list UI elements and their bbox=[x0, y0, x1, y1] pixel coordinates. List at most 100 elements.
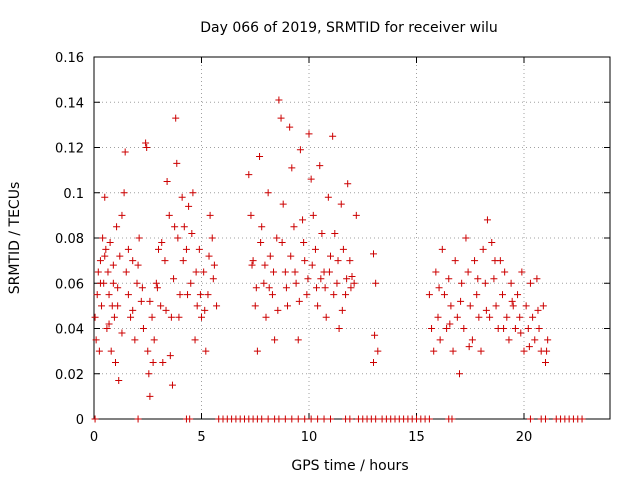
x-axis-label: GPS time / hours bbox=[291, 458, 408, 474]
data-point bbox=[344, 180, 352, 188]
data-point bbox=[175, 313, 183, 321]
data-point bbox=[173, 159, 181, 167]
data-point bbox=[258, 223, 266, 231]
data-point bbox=[192, 268, 200, 276]
data-point bbox=[270, 268, 278, 276]
data-point bbox=[114, 302, 122, 310]
data-point bbox=[499, 291, 506, 299]
data-point bbox=[445, 275, 453, 283]
data-point bbox=[301, 415, 309, 423]
data-point bbox=[327, 252, 334, 260]
data-point bbox=[176, 291, 184, 299]
data-point bbox=[166, 352, 174, 360]
data-point bbox=[436, 336, 444, 344]
data-point bbox=[471, 257, 479, 265]
data-point bbox=[529, 313, 537, 321]
data-point bbox=[320, 415, 328, 423]
data-point bbox=[155, 245, 162, 253]
y-tick-label: 0.14 bbox=[55, 96, 84, 111]
data-point bbox=[189, 189, 197, 197]
data-point bbox=[492, 302, 500, 310]
data-point bbox=[158, 239, 166, 247]
data-point bbox=[191, 336, 199, 344]
axis-ticks: 0 0.02 0.04 0.06 0.08 0.1 0.12 0.14 0.16 0 5 10 15 20 bbox=[55, 51, 610, 445]
data-point bbox=[279, 200, 287, 208]
data-point bbox=[93, 291, 101, 299]
data-point bbox=[535, 325, 543, 332]
data-point bbox=[294, 336, 302, 344]
data-point bbox=[101, 193, 109, 201]
data-point bbox=[186, 415, 194, 423]
data-point bbox=[309, 211, 317, 219]
data-point bbox=[127, 313, 135, 321]
data-point bbox=[443, 325, 451, 332]
data-point bbox=[522, 302, 530, 310]
data-point bbox=[473, 291, 481, 299]
grid-lines bbox=[94, 57, 610, 419]
data-point bbox=[313, 284, 321, 292]
data-point bbox=[314, 302, 322, 310]
data-point bbox=[299, 216, 307, 224]
y-axis-label: SRMTID / TECUs bbox=[7, 182, 23, 295]
data-point bbox=[534, 306, 542, 314]
y-tick-label: 0 bbox=[76, 413, 84, 428]
data-point bbox=[113, 223, 121, 231]
data-point bbox=[287, 252, 295, 260]
data-point bbox=[256, 153, 264, 161]
data-point bbox=[324, 193, 332, 201]
data-point bbox=[266, 252, 274, 260]
x-tick-label: 5 bbox=[197, 430, 205, 445]
data-point bbox=[116, 252, 124, 260]
data-point bbox=[213, 302, 221, 310]
data-point bbox=[257, 239, 265, 247]
y-tick-label: 0.16 bbox=[55, 51, 84, 66]
data-point bbox=[161, 257, 169, 265]
data-point bbox=[153, 284, 161, 292]
data-point bbox=[206, 211, 214, 219]
data-point bbox=[174, 234, 182, 242]
data-point bbox=[142, 139, 150, 147]
data-point bbox=[167, 313, 175, 321]
data-point bbox=[146, 392, 154, 400]
data-point bbox=[253, 347, 261, 355]
data-point bbox=[339, 245, 347, 253]
data-point bbox=[249, 257, 257, 265]
data-point bbox=[261, 261, 269, 269]
data-point bbox=[105, 291, 113, 299]
data-point bbox=[325, 268, 333, 276]
data-point bbox=[330, 291, 338, 299]
data-point bbox=[162, 306, 170, 314]
data-point bbox=[264, 415, 272, 423]
data-point bbox=[114, 284, 122, 292]
data-point bbox=[456, 370, 463, 378]
data-point bbox=[542, 415, 549, 423]
data-point bbox=[205, 252, 213, 260]
data-point bbox=[348, 272, 356, 280]
data-point bbox=[447, 302, 455, 310]
data-point bbox=[518, 268, 526, 276]
data-point bbox=[533, 275, 541, 283]
data-point bbox=[152, 279, 160, 287]
data-point bbox=[178, 193, 186, 201]
data-point bbox=[143, 144, 151, 151]
data-point bbox=[94, 268, 102, 276]
data-point bbox=[347, 284, 355, 292]
data-point bbox=[292, 279, 300, 287]
data-point bbox=[329, 132, 337, 140]
data-point bbox=[165, 211, 173, 219]
data-point bbox=[490, 275, 498, 283]
data-point bbox=[451, 257, 459, 265]
data-point bbox=[453, 313, 461, 321]
data-point bbox=[346, 415, 354, 423]
data-point bbox=[526, 279, 534, 287]
data-point bbox=[118, 211, 126, 219]
chart-title: Day 066 of 2019, SRMTID for receiver wil… bbox=[200, 20, 498, 36]
data-point bbox=[265, 284, 273, 292]
data-point bbox=[343, 275, 351, 283]
data-point bbox=[371, 331, 379, 339]
data-point bbox=[102, 245, 110, 253]
data-point bbox=[129, 257, 137, 265]
y-tick-label: 0.08 bbox=[55, 232, 84, 247]
data-point bbox=[115, 377, 123, 385]
data-point bbox=[503, 313, 511, 321]
